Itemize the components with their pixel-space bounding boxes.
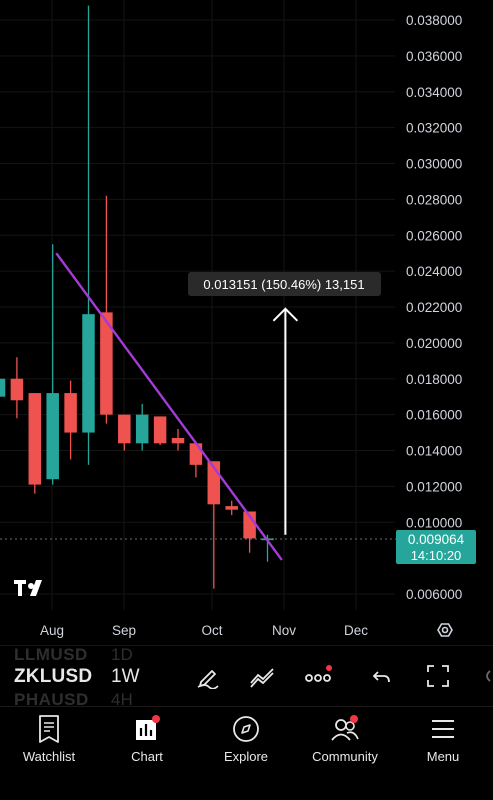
nav-label: Menu — [426, 749, 460, 764]
y-axis[interactable]: 0.038000 0.036000 0.034000 0.032000 0.030000… — [406, 13, 462, 602]
candle-body[interactable] — [171, 437, 185, 444]
y-tick-label: 0.020000 — [406, 336, 462, 351]
compass-icon — [197, 713, 295, 745]
chart-toolbar: LLMUSD ZKLUSD PHAUSD 1D 1W 4H — [0, 645, 493, 709]
edge-tool-icon[interactable] — [478, 661, 493, 691]
measure-tool[interactable]: 0.013151 (150.46%) 13,151 — [188, 272, 381, 535]
symbol-selector[interactable]: ZKLUSD — [14, 666, 93, 687]
undo-icon[interactable] — [367, 661, 397, 691]
chart-area[interactable]: 0.013151 (150.46%) 13,151 0.038000 0.0360… — [0, 0, 493, 645]
y-tick-label: 0.030000 — [406, 157, 462, 172]
nav-label: Watchlist — [22, 749, 76, 764]
y-tick-label: 0.034000 — [406, 85, 462, 100]
y-tick-label: 0.010000 — [406, 515, 462, 530]
y-tick-label: 0.024000 — [406, 264, 462, 279]
candle-body[interactable] — [0, 378, 6, 397]
menu-icon — [394, 713, 492, 745]
nav-menu[interactable]: Menu — [394, 713, 492, 773]
current-price-value: 0.009064 — [408, 532, 465, 547]
candle-body[interactable] — [225, 506, 238, 510]
watchlist-icon — [0, 713, 98, 745]
interval-prev[interactable]: 1D — [111, 645, 133, 664]
trendline-segment[interactable] — [55, 252, 283, 561]
x-tick-label: Oct — [201, 623, 222, 638]
x-tick-label: Dec — [344, 623, 368, 638]
measure-label: 0.013151 (150.46%) 13,151 — [203, 277, 364, 292]
x-tick-label: Nov — [272, 623, 296, 638]
candle-body[interactable] — [28, 393, 42, 485]
candle-body[interactable] — [46, 393, 59, 480]
candle-wicks — [16, 5, 269, 589]
grid-lines — [0, 0, 395, 610]
interval-selector[interactable]: 1W — [111, 666, 140, 687]
y-tick-label: 0.014000 — [406, 444, 462, 459]
x-axis[interactable]: Aug Sep Oct Nov Dec — [40, 623, 368, 638]
candle-body[interactable] — [10, 378, 24, 401]
nav-label: Explore — [223, 749, 269, 764]
bottom-navigation: Watchlist Chart Explore — [0, 706, 493, 800]
nav-watchlist[interactable]: Watchlist — [0, 713, 98, 773]
y-tick-label: 0.018000 — [406, 372, 462, 387]
candle-body[interactable] — [118, 414, 131, 444]
tradingview-logo[interactable] — [14, 580, 48, 596]
y-tick-label: 0.022000 — [406, 300, 462, 315]
measure-arrow-head — [272, 307, 299, 322]
candle-body[interactable] — [135, 414, 149, 444]
nav-label: Chart — [131, 749, 163, 764]
candle-bodies — [0, 312, 274, 541]
nav-chart[interactable]: Chart — [98, 713, 196, 773]
more-tools-icon[interactable] — [303, 661, 333, 691]
nav-community[interactable]: Community — [296, 713, 394, 773]
y-tick-label: 0.026000 — [406, 228, 462, 243]
nav-label: Community — [312, 749, 378, 764]
nav-explore[interactable]: Explore — [197, 713, 295, 773]
candle-body[interactable] — [243, 511, 256, 539]
current-price-marker: 0.009064 14:10:20 — [0, 530, 476, 564]
candle-body[interactable] — [153, 416, 167, 444]
y-tick-label: 0.036000 — [406, 49, 462, 64]
interval-next[interactable]: 4H — [111, 690, 133, 709]
measure-label-bg — [188, 272, 381, 296]
y-tick-label: 0.016000 — [406, 408, 462, 423]
candle-body[interactable] — [82, 314, 95, 433]
price-chart[interactable]: 0.013151 (150.46%) 13,151 0.038000 0.0360… — [0, 0, 493, 645]
price-countdown: 14:10:20 — [411, 548, 462, 563]
candle-body[interactable] — [100, 312, 113, 415]
candle-body[interactable] — [189, 443, 203, 465]
symbol-prev[interactable]: LLMUSD — [14, 645, 88, 664]
chart-icon — [98, 713, 196, 745]
y-tick-label: 0.032000 — [406, 121, 462, 136]
community-icon — [296, 713, 394, 745]
x-tick-label: Sep — [112, 623, 136, 638]
candle-body[interactable] — [64, 393, 77, 433]
settings-gear-icon[interactable] — [437, 623, 453, 637]
pen-icon[interactable] — [193, 661, 223, 691]
trend-tool-icon[interactable] — [247, 661, 277, 691]
y-tick-label: 0.006000 — [406, 587, 462, 602]
x-tick-label: Aug — [40, 623, 64, 638]
current-price-badge — [396, 530, 476, 564]
y-tick-label: 0.028000 — [406, 192, 462, 207]
trendline[interactable] — [55, 252, 283, 561]
symbol-next[interactable]: PHAUSD — [14, 690, 89, 709]
y-tick-label: 0.038000 — [406, 13, 462, 28]
fullscreen-icon[interactable] — [423, 661, 453, 691]
y-tick-label: 0.012000 — [406, 479, 462, 494]
